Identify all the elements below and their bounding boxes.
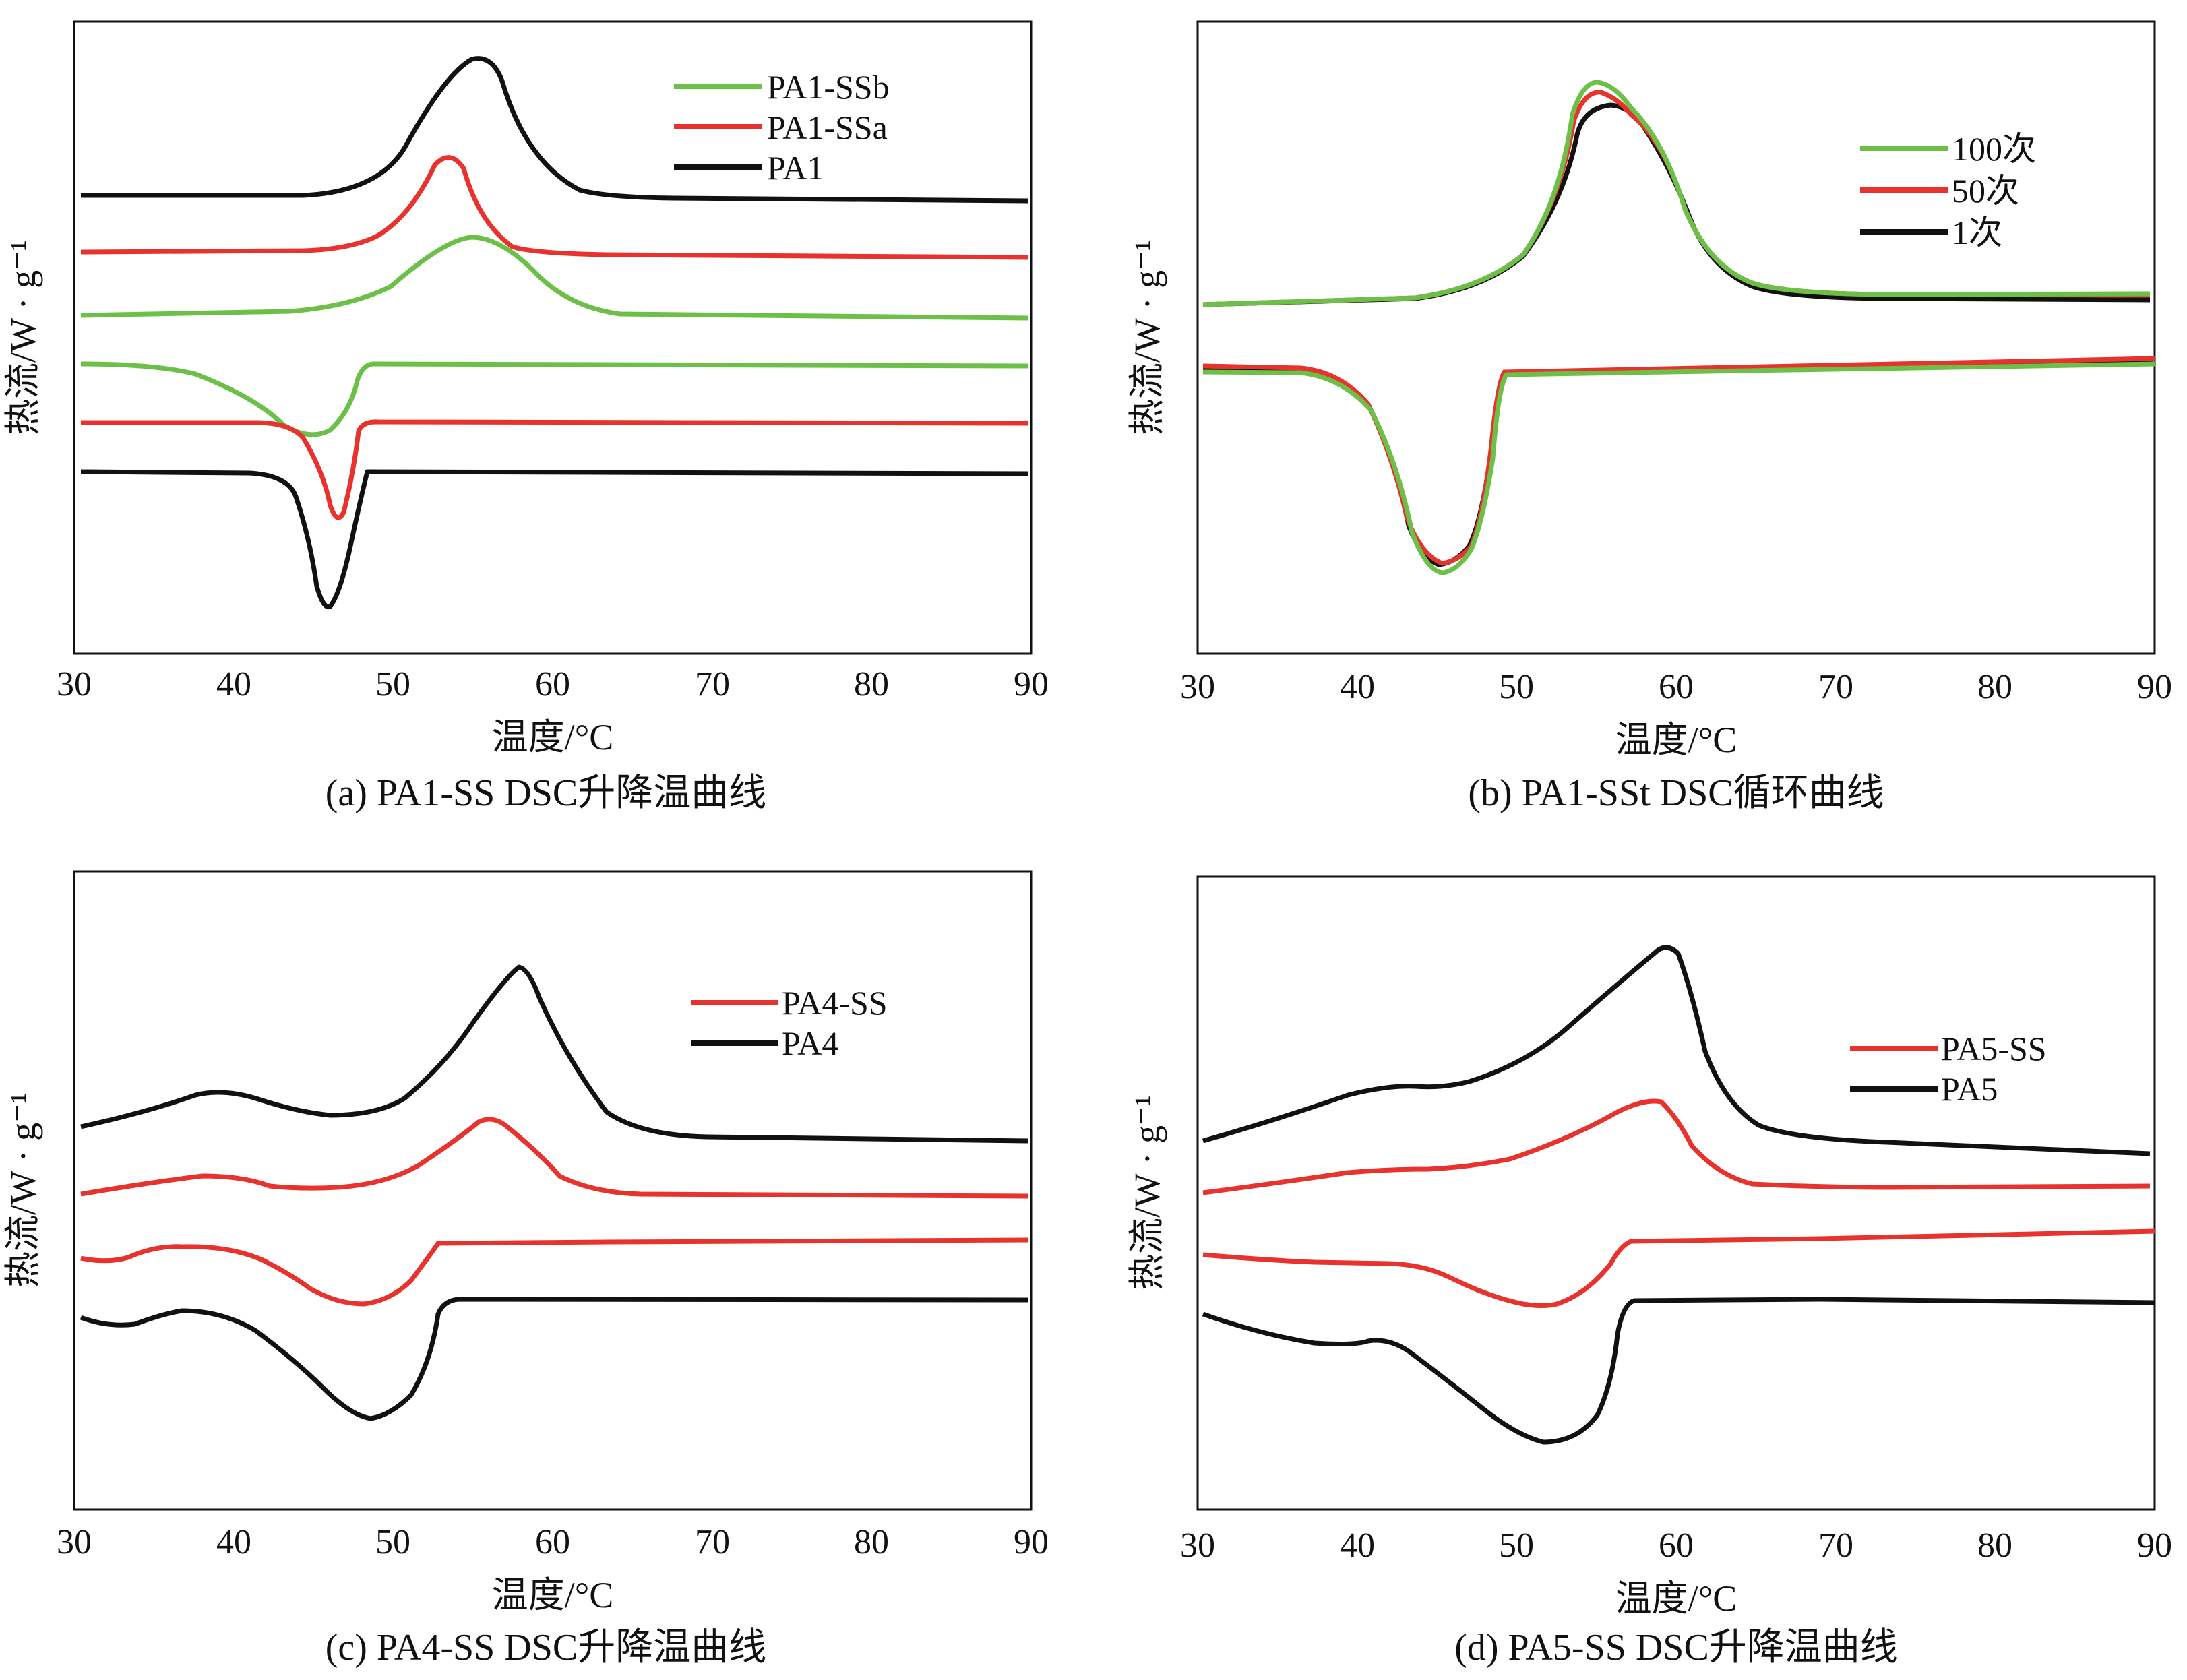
panel-a-xtick-1: 40 [216, 665, 251, 704]
panel-b-frame [1196, 20, 2156, 655]
panel-b-xtick-2: 50 [1499, 668, 1534, 706]
panel-a-legend-label-2: PA1 [767, 149, 824, 187]
panel-b-legend-label-2: 1次 [1952, 214, 2002, 251]
panel-c-xtick-3: 60 [535, 1523, 570, 1561]
panel-c-ylabel: 热流/W · g⁻¹ [3, 1092, 43, 1288]
panel-a-legend: PA1-SSb PA1-SSa PA1 [674, 68, 890, 187]
panel-c-xtick-4: 70 [695, 1523, 730, 1561]
panel-a-series-pa1-cooling [80, 469, 1028, 610]
panel-d-series-pa5-heating [1202, 945, 2151, 1156]
panel-c-series-pa4-ss-cooling [80, 1237, 1028, 1307]
panel-a-series-pa1-ssb-heating [80, 235, 1028, 321]
panel-b-xtick-4: 70 [1818, 668, 1853, 706]
panel-c-caption: (c) PA4-SS DSC升降温曲线 [326, 1627, 766, 1669]
panel-b-xtick-6: 90 [2137, 668, 2172, 706]
panel-c-xlabel: 温度/°C [492, 1575, 614, 1615]
panel-d-xtick-2: 50 [1499, 1526, 1534, 1565]
panel-d-xtick-1: 40 [1340, 1526, 1375, 1565]
panel-b-legend: 100次 50次 1次 [1860, 130, 2036, 251]
panel-b-series-100x-heating [1202, 80, 2151, 307]
panel-c-legend-label-1: PA4 [782, 1024, 838, 1062]
panel-d-xtick-4: 70 [1818, 1526, 1853, 1565]
panel-c-xtick-1: 40 [216, 1523, 251, 1561]
panel-b-legend-label-0: 100次 [1952, 130, 2036, 168]
panel-a-xlabel: 温度/°C [492, 717, 614, 757]
panel-a-xtick-6: 90 [1014, 665, 1049, 704]
panel-c-xtick-6: 90 [1014, 1523, 1049, 1561]
panel-a-xticks: 30 40 50 60 70 80 90 [57, 665, 1049, 704]
panel-c-series-pa4-cooling [80, 1297, 1028, 1421]
panel-c-xtick-2: 50 [375, 1523, 410, 1561]
panel-a-series-pa1-ssa-cooling [81, 419, 1028, 520]
panel-a-xtick-0: 30 [57, 665, 92, 704]
panel-c: 30 40 50 60 70 80 90 温度/°C 热流/W · g⁻¹ (c… [3, 870, 1049, 1669]
panel-c-series-pa4-heating [80, 964, 1028, 1144]
panel-c-xticks: 30 40 50 60 70 80 90 [57, 1523, 1049, 1561]
panel-b-caption: (b) PA1-SSt DSC循环曲线 [1468, 772, 1884, 814]
panel-d-curves [1202, 945, 2155, 1445]
panel-c-series-pa4-ss-heating [80, 1117, 1028, 1199]
panel-a-xtick-5: 80 [854, 665, 889, 704]
panel-a: 30 40 50 60 70 80 90 温度/°C 热流/W · g⁻¹ (a… [3, 20, 1049, 814]
panel-d-legend-label-0: PA5-SS [1941, 1030, 2047, 1067]
panel-a-frame [73, 20, 1033, 655]
panel-b-xlabel: 温度/°C [1615, 720, 1737, 760]
panel-c-legend: PA4-SS PA4 [691, 984, 888, 1062]
panel-b-legend-label-1: 50次 [1952, 172, 2019, 210]
panel-b: 30 40 50 60 70 80 90 温度/°C 热流/W · g⁻¹ (b… [1127, 20, 2172, 814]
panel-a-series-pa1-ssa-heating [80, 155, 1028, 260]
panel-a-series-pa1-heating [81, 56, 1028, 204]
panel-d-xtick-0: 30 [1180, 1526, 1215, 1565]
panel-a-caption: (a) PA1-SS DSC升降温曲线 [326, 772, 766, 814]
panel-d-series-pa5-ss-cooling [1202, 1228, 2155, 1308]
panel-b-series-1x-cooling [1202, 358, 2154, 567]
panel-a-xtick-4: 70 [695, 665, 730, 704]
panel-c-curves [80, 964, 1028, 1421]
panel-d: 30 40 50 60 70 80 90 温度/°C 热流/W · g⁻¹ (d… [1127, 875, 2172, 1669]
panel-b-series-100x-cooling [1202, 361, 2155, 575]
panel-a-ylabel: 热流/W · g⁻¹ [3, 240, 43, 435]
panel-a-legend-label-1: PA1-SSa [767, 108, 888, 146]
panel-b-xtick-3: 60 [1659, 668, 1694, 706]
panel-d-xtick-6: 90 [2137, 1526, 2172, 1565]
panel-b-ylabel: 热流/W · g⁻¹ [1127, 240, 1167, 435]
panel-b-curves [1202, 80, 2155, 575]
panel-d-xtick-5: 80 [1977, 1526, 2012, 1565]
panel-a-xtick-3: 60 [535, 665, 570, 704]
panel-c-frame [73, 870, 1033, 1511]
panel-c-xtick-0: 30 [57, 1523, 92, 1561]
panel-d-xticks: 30 40 50 60 70 80 90 [1180, 1526, 2172, 1565]
panel-a-xtick-2: 50 [375, 665, 410, 704]
panel-d-caption: (d) PA5-SS DSC升降温曲线 [1454, 1627, 1898, 1669]
panel-d-legend-label-1: PA5 [1941, 1070, 1998, 1108]
panel-b-xticks: 30 40 50 60 70 80 90 [1180, 668, 2172, 706]
panel-d-frame [1196, 875, 2156, 1511]
panel-d-legend: PA5-SS PA5 [1850, 1030, 2047, 1108]
panel-c-xtick-5: 80 [854, 1523, 889, 1561]
panel-d-series-pa5-cooling [1202, 1297, 2155, 1445]
panel-b-xtick-1: 40 [1340, 668, 1375, 706]
panel-d-ylabel: 热流/W · g⁻¹ [1127, 1095, 1167, 1290]
panel-b-xtick-5: 80 [1977, 668, 2012, 706]
panel-a-curves [80, 56, 1028, 610]
panel-d-series-pa5-ss-heating [1202, 1098, 2151, 1195]
panel-c-legend-label-0: PA4-SS [782, 984, 888, 1022]
panel-a-legend-label-0: PA1-SSb [767, 68, 890, 106]
panel-b-xtick-0: 30 [1180, 668, 1215, 706]
panel-d-xtick-3: 60 [1659, 1526, 1694, 1565]
panel-d-xlabel: 温度/°C [1615, 1578, 1737, 1619]
